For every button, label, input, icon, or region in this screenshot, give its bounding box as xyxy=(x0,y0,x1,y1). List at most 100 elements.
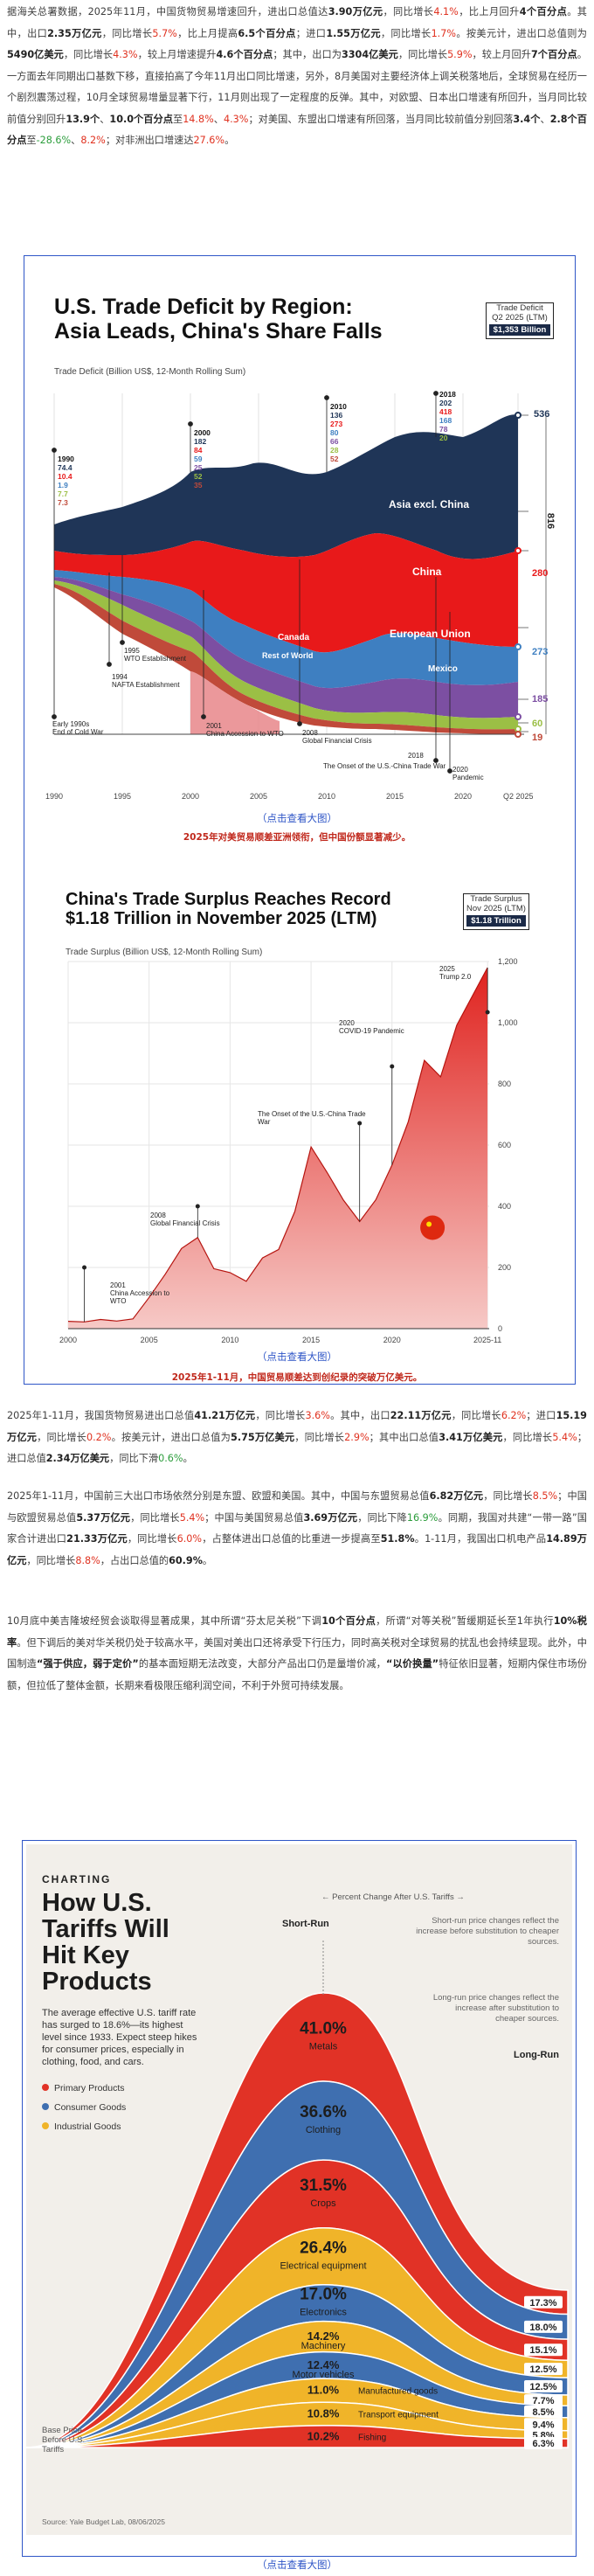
chart3-legend: Primary Products Consumer Goods Industri… xyxy=(42,2079,126,2136)
category-label: Transport equipment xyxy=(358,2411,439,2420)
text-segment: 21.33万亿元 xyxy=(66,1533,128,1545)
y-tick-label: 1,200 xyxy=(498,957,518,966)
c2-event-gfc: 2008 Global Financial Crisis xyxy=(150,1212,220,1227)
short-run-note: Short-run price changes reflect the incr… xyxy=(416,1916,559,1947)
text-segment: ，比上月提高 xyxy=(176,27,238,39)
x-tick: 2020 xyxy=(454,792,473,801)
text-segment: 3.69万亿元 xyxy=(303,1511,358,1524)
text-segment: 特征依旧显著，短期内保住市场份额，但拉低了整体金额，长期来看极限压缩利润空间，不… xyxy=(7,1658,587,1691)
text-segment: 8.2% xyxy=(80,135,106,146)
text-segment: 4.6个百分点 xyxy=(216,49,273,60)
chart2-subtitle: Trade Surplus (Billion US$, 12-Month Rol… xyxy=(66,948,263,957)
text-segment: ；对非洲出口增速达 xyxy=(105,135,194,146)
y-tick-label: 0 xyxy=(498,1324,502,1333)
text-segment: ；进口 xyxy=(295,27,327,39)
area-mexico xyxy=(54,577,518,719)
long-run-label: Long-Run xyxy=(514,2050,559,2060)
text-segment: 10月底中美吉隆坡经贸会谈取得显著成果，其中所谓“芬太尼关税”下调 xyxy=(7,1615,322,1627)
long-run-value: 18.0% xyxy=(529,2323,556,2333)
category-label: Machinery xyxy=(301,2341,346,2351)
text-segment: ；中国与欧盟贸易总值 xyxy=(7,1490,587,1524)
category-label: Motor vehicles xyxy=(293,2370,355,2380)
text-segment: 14.8% xyxy=(183,113,214,125)
view-large-link-1[interactable]: （点击查看大图） xyxy=(257,812,337,824)
text-segment: ，同比增长 xyxy=(294,1431,345,1443)
event-china-wto: 2001 China Accession to WTO xyxy=(206,722,284,738)
text-segment: 、 xyxy=(100,113,110,125)
legend-dot-primary xyxy=(42,2084,49,2091)
short-run-value: 10.8% xyxy=(307,2407,340,2420)
text-segment: 6.82万亿元 xyxy=(429,1490,484,1502)
text-segment: 6.5个百分点 xyxy=(238,27,296,39)
event-dot xyxy=(485,1010,490,1015)
category-label: Manufactured goods xyxy=(358,2387,438,2397)
text-segment: ，同比增长 xyxy=(255,1410,306,1421)
c2-event-tradewar: The Onset of the U.S.-China Trade War xyxy=(258,1110,366,1126)
view-large-link-3[interactable]: （点击查看大图） xyxy=(257,2559,337,2571)
y-tick-label: 400 xyxy=(498,1202,511,1211)
text-segment: 10个百分点 xyxy=(321,1615,376,1627)
text-segment: ，同比增长 xyxy=(127,1533,177,1545)
text-segment: 。 xyxy=(224,135,235,146)
y-tick-label: 1,000 xyxy=(498,1018,518,1027)
text-segment: 、 xyxy=(213,113,224,125)
short-run-value: 11.0% xyxy=(307,2384,340,2397)
text-segment: 16.9% xyxy=(406,1511,439,1524)
event-2018: 2018 xyxy=(408,752,424,760)
y2000-values: 2000 182 84 59 25 52 35 xyxy=(194,428,211,490)
category-label: Clothing xyxy=(306,2125,341,2135)
chart2-title: China's Trade Surplus Reaches Record $1.1… xyxy=(66,890,391,928)
area-asia xyxy=(54,414,518,559)
text-segment: 60.9% xyxy=(169,1554,203,1566)
text-segment: ，同比增长 xyxy=(451,1410,501,1421)
text-segment: 3.4个 xyxy=(513,113,541,125)
text-segment: ，所谓“对等关税”暂缓期延长至1年执行 xyxy=(376,1615,554,1627)
y-tick-label: 600 xyxy=(498,1141,511,1149)
category-label: Electronics xyxy=(300,2308,347,2318)
event-cold-war: Early 1990s End of Cold War xyxy=(52,720,104,736)
text-segment: 据海关总署数据，2025年11月，中国货物贸易增速回升，进出口总值达 xyxy=(7,6,328,17)
chart3-source: Source: Yale Budget Lab, 08/06/2025 xyxy=(42,2517,165,2526)
c2-event-wto: 2001 China Accession to WTO xyxy=(110,1281,170,1305)
text-segment: 0.6% xyxy=(158,1453,183,1464)
text-segment: -28.6% xyxy=(36,135,72,146)
text-segment: 至 xyxy=(172,113,183,125)
long-run-value: 6.3% xyxy=(532,2439,554,2449)
category-label: Crops xyxy=(310,2198,336,2209)
short-run-value: 36.6% xyxy=(300,2103,347,2121)
text-segment: 2025年1-11月，我国货物贸易进出口总值 xyxy=(7,1410,195,1421)
text-segment: 3.6% xyxy=(305,1410,330,1421)
chart1-subtitle: Trade Deficit (Billion US$, 12-Month Rol… xyxy=(54,367,246,377)
y2018-values: 2018 202 418 168 78 20 xyxy=(439,390,456,442)
long-run-value: 9.4% xyxy=(532,2420,554,2430)
c2-event-covid: 2020 COVID-19 Pandemic xyxy=(339,1019,404,1035)
view-large-link-2[interactable]: （点击查看大图） xyxy=(257,1350,337,1363)
text-segment: 6.0% xyxy=(176,1533,203,1545)
text-segment: 4.1% xyxy=(433,6,459,17)
long-run-badge xyxy=(524,2418,563,2431)
text-segment: ，同比增长 xyxy=(37,1431,86,1443)
text-segment: 8.5% xyxy=(532,1490,558,1502)
tariff-svg: 41.0% Metals 17.3% 36.6% Clothing 18.0% 31.5% C… xyxy=(25,1941,569,2449)
x-tick: 1990 xyxy=(45,792,64,801)
x-tick: Q2 2025 xyxy=(503,792,534,801)
intro-paragraph: 据海关总署数据，2025年11月，中国货物贸易增速回升，进出口总值达3.90万亿… xyxy=(7,2,587,152)
event-dot xyxy=(82,1265,87,1270)
short-run-value: 41.0% xyxy=(300,2019,347,2038)
text-segment: ，占整体进出口总值的比重进一步提高至 xyxy=(202,1533,381,1545)
text-segment: 5.9% xyxy=(447,49,473,60)
markets-paragraph: 2025年1-11月，中国前三大出口市场依然分别是东盟、欧盟和美国。其中，中国与… xyxy=(7,1486,587,1572)
text-segment: 10%税率 xyxy=(7,1615,587,1649)
text-segment: ，同比下滑 xyxy=(109,1453,159,1464)
text-segment: 22.11万亿元 xyxy=(390,1410,452,1421)
event-dot xyxy=(195,1204,200,1209)
long-run-value: 15.1% xyxy=(529,2345,556,2356)
text-segment: 5.75万亿美元 xyxy=(231,1431,295,1443)
x-tick-label: 2015 xyxy=(302,1336,320,1344)
text-segment: 。其中，出口 xyxy=(329,1410,390,1421)
text-segment: 。但下调后的美对华关税仍处于较高水平，美国对美出口还将承受下行压力，同时高关税对… xyxy=(7,1636,587,1670)
text-segment: “强于供应，弱于定价” xyxy=(36,1658,139,1670)
text-segment: 。同期，我国对共建“一带一路”国家合计进出口 xyxy=(7,1511,587,1545)
area-china xyxy=(54,533,518,653)
text-segment: ；进口 xyxy=(526,1410,556,1421)
